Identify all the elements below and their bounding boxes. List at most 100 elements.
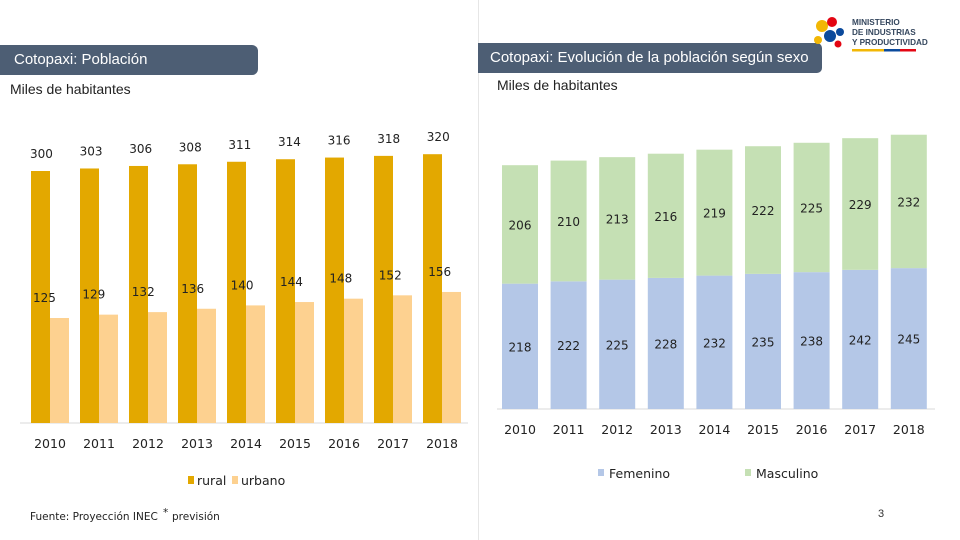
logo-emblem-icon xyxy=(814,17,844,48)
label-rural-2016: 316 xyxy=(328,134,351,148)
xtick-left-2014: 2014 xyxy=(230,436,262,451)
label-rural-2018: 320 xyxy=(427,130,450,144)
label-urbano-2017: 152 xyxy=(379,268,402,282)
left-chart-title: Cotopaxi: Población xyxy=(0,45,258,75)
xtick-right-2012: 2012 xyxy=(601,422,633,437)
label-urbano-2015: 144 xyxy=(280,275,303,289)
bar-rural-2012 xyxy=(129,165,148,423)
bar-urbano-2011 xyxy=(99,314,118,423)
label-femenino-2011: 222 xyxy=(557,339,580,353)
legend-masculino-swatch xyxy=(745,469,751,476)
right-chart-subtitle: Miles de habitantes xyxy=(497,77,618,93)
xtick-left-2015: 2015 xyxy=(279,436,311,451)
xtick-right-2018: 2018 xyxy=(893,422,925,437)
bar-femenino-2012 xyxy=(599,279,636,409)
bar-femenino-2013 xyxy=(647,277,684,409)
xtick-left-2016: 2016 xyxy=(328,436,360,451)
bar-masculino-2018 xyxy=(890,134,927,269)
label-urbano-2013: 136 xyxy=(181,282,204,296)
left-chart-subtitle: Miles de habitantes xyxy=(10,81,131,97)
bar-urbano-2013 xyxy=(197,308,216,423)
bar-masculino-2010 xyxy=(502,165,538,284)
label-masculino-2016: 225 xyxy=(800,201,823,215)
bar-urbano-2016 xyxy=(344,298,363,423)
xtick-left-2013: 2013 xyxy=(181,436,213,451)
bar-rural-2018 xyxy=(423,154,442,423)
xtick-left-2010: 2010 xyxy=(34,436,66,451)
bar-urbano-2014 xyxy=(246,305,265,423)
label-urbano-2016: 148 xyxy=(329,272,352,286)
logo-line-1: MINISTERIO xyxy=(852,18,900,27)
label-urbano-2018: 156 xyxy=(428,265,451,279)
bar-rural-2014 xyxy=(227,161,246,423)
xtick-left-2018: 2018 xyxy=(426,436,458,451)
legend-masculino-label: Masculino xyxy=(756,466,818,481)
label-femenino-2016: 238 xyxy=(800,335,823,349)
label-rural-2010: 300 xyxy=(30,147,53,161)
bar-femenino-2015 xyxy=(745,273,781,409)
xtick-left-2012: 2012 xyxy=(132,436,164,451)
bar-urbano-2012 xyxy=(148,312,167,423)
bar-femenino-2018 xyxy=(890,268,927,409)
label-masculino-2012: 213 xyxy=(606,212,629,226)
xtick-left-2017: 2017 xyxy=(377,436,409,451)
bar-urbano-2010 xyxy=(50,318,69,423)
right-chart-title: Cotopaxi: Evolución de la población segú… xyxy=(478,43,822,73)
bar-femenino-2011 xyxy=(550,281,587,409)
xtick-right-2014: 2014 xyxy=(698,422,730,437)
xtick-right-2016: 2016 xyxy=(796,422,828,437)
label-urbano-2010: 125 xyxy=(33,291,56,305)
label-femenino-2014: 232 xyxy=(703,336,726,350)
label-femenino-2013: 228 xyxy=(654,337,677,351)
footnote-marker: * xyxy=(163,507,169,519)
label-femenino-2017: 242 xyxy=(849,333,872,347)
label-masculino-2014: 219 xyxy=(703,207,726,221)
bar-femenino-2016 xyxy=(793,272,830,409)
label-urbano-2014: 140 xyxy=(231,278,254,292)
bar-femenino-2010 xyxy=(502,283,538,409)
legend-rural-label: rural xyxy=(197,473,226,488)
label-femenino-2010: 218 xyxy=(509,340,532,354)
xtick-left-2011: 2011 xyxy=(83,436,115,451)
label-femenino-2018: 245 xyxy=(897,333,920,347)
bar-rural-2013 xyxy=(178,164,197,423)
xtick-right-2017: 2017 xyxy=(844,422,876,437)
bar-rural-2017 xyxy=(374,155,393,423)
label-rural-2013: 308 xyxy=(179,140,202,154)
legend-rural-swatch xyxy=(188,476,194,484)
bar-masculino-2016 xyxy=(793,142,830,273)
label-masculino-2015: 222 xyxy=(752,204,775,218)
bar-femenino-2017 xyxy=(842,269,879,409)
bar-rural-2011 xyxy=(80,168,99,423)
legend-urbano-label: urbano xyxy=(241,473,285,488)
label-masculino-2010: 206 xyxy=(509,218,532,232)
bar-urbano-2015 xyxy=(295,302,314,423)
page-number: 3 xyxy=(878,508,885,520)
bar-masculino-2011 xyxy=(550,160,587,282)
bar-masculino-2017 xyxy=(842,138,879,270)
label-rural-2014: 311 xyxy=(228,138,251,152)
footnote-source: Fuente: Proyección INEC xyxy=(30,511,158,523)
label-urbano-2011: 129 xyxy=(82,288,105,302)
bar-masculino-2014 xyxy=(696,149,733,276)
bar-masculino-2015 xyxy=(745,146,781,274)
xtick-right-2013: 2013 xyxy=(650,422,682,437)
label-femenino-2012: 225 xyxy=(606,338,629,352)
label-masculino-2017: 229 xyxy=(849,198,872,212)
logo-line-3: Y PRODUCTIVIDAD xyxy=(852,38,928,47)
panel-divider xyxy=(478,0,479,540)
label-rural-2017: 318 xyxy=(377,132,400,146)
footnote-note: previsión xyxy=(172,511,220,523)
legend-urbano-swatch xyxy=(232,476,238,484)
bar-urbano-2017 xyxy=(393,295,412,423)
bar-urbano-2018 xyxy=(442,291,461,423)
legend-femenino-label: Femenino xyxy=(609,466,670,481)
xtick-right-2011: 2011 xyxy=(553,422,585,437)
legend-femenino-swatch xyxy=(598,469,604,476)
label-urbano-2012: 132 xyxy=(132,285,155,299)
bar-rural-2016 xyxy=(325,157,344,423)
bar-rural-2015 xyxy=(276,159,295,424)
label-rural-2011: 303 xyxy=(80,144,103,158)
bar-masculino-2013 xyxy=(647,153,684,278)
